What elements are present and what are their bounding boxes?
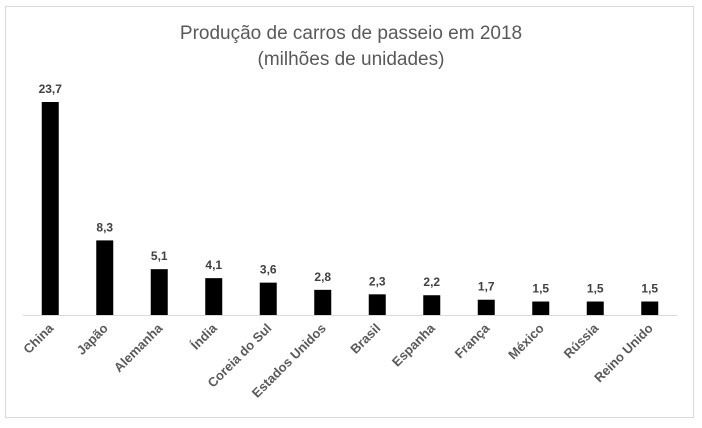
bar xyxy=(96,240,114,315)
category-label: Brasil xyxy=(347,321,383,357)
data-label: 23,7 xyxy=(39,82,63,96)
data-label: 4,1 xyxy=(205,258,222,272)
bar xyxy=(41,102,59,315)
category-label: China xyxy=(20,320,57,357)
category-label: França xyxy=(452,320,493,361)
data-label: 5,1 xyxy=(151,249,168,263)
data-label: 3,6 xyxy=(260,263,277,277)
chart-title-block: Produção de carros de passeio em 2018 (m… xyxy=(0,21,702,73)
data-label: 2,3 xyxy=(369,274,386,288)
data-label: 1,5 xyxy=(587,282,604,296)
category-label: México xyxy=(505,320,547,362)
bar xyxy=(150,269,168,315)
bar xyxy=(477,299,495,315)
bar xyxy=(259,282,277,315)
category-label: Espanha xyxy=(389,320,438,369)
data-label: 1,5 xyxy=(532,282,549,296)
category-label: Reino Unido xyxy=(591,320,656,385)
value-labels-group: 23,7 8,3 5,1 4,1 3,6 2,8 2,3 2,2 1,7 1,5 1,5 1,5 xyxy=(39,82,659,296)
data-label: 1,5 xyxy=(641,282,658,296)
data-label: 2,2 xyxy=(423,275,440,289)
bar xyxy=(314,289,332,315)
category-label: Índia xyxy=(188,320,221,353)
data-label: 2,8 xyxy=(314,270,331,284)
bars-group xyxy=(41,102,659,315)
category-label: Japão xyxy=(74,320,111,357)
chart-frame xyxy=(5,6,694,418)
bar xyxy=(586,301,604,315)
bar xyxy=(423,295,441,315)
chart-subtitle: (milhões de unidades) xyxy=(257,49,445,70)
bar xyxy=(532,301,550,315)
category-label: Alemanha xyxy=(111,320,166,375)
data-label: 8,3 xyxy=(96,220,113,234)
bar xyxy=(205,278,223,315)
category-label: Rússia xyxy=(561,320,602,361)
bar xyxy=(641,301,659,315)
chart-title: Produção de carros de passeio em 2018 xyxy=(179,23,523,44)
data-label: 1,7 xyxy=(478,280,495,294)
bar xyxy=(368,294,386,315)
